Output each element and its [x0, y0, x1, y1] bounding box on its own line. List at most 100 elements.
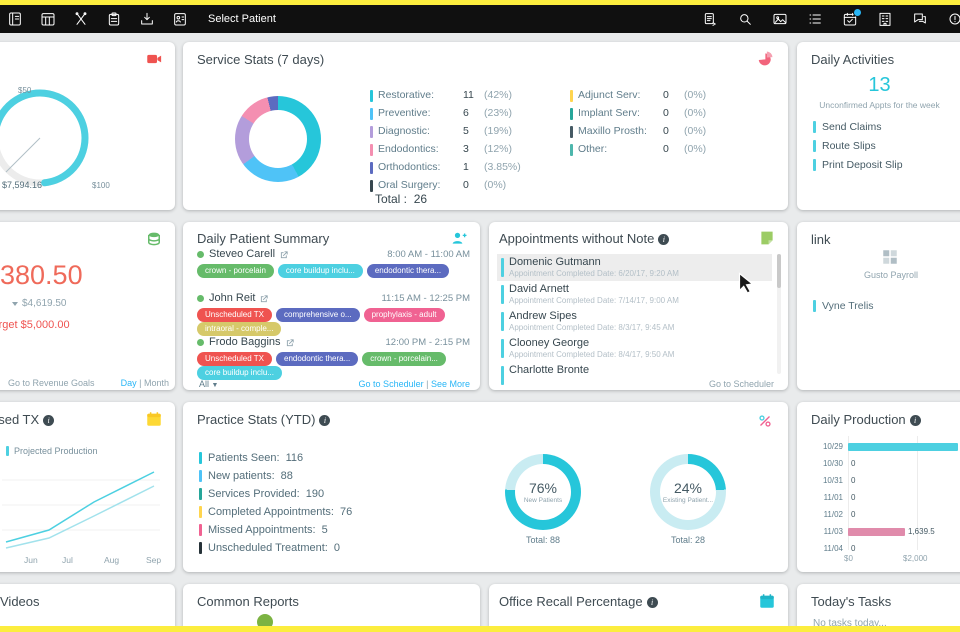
patient-name-link[interactable]: Steveo Carell [209, 248, 276, 260]
stat-color-bar [199, 506, 202, 518]
schedule-grid-icon[interactable] [39, 10, 57, 28]
document-send-icon[interactable] [701, 10, 719, 28]
legend-item: Oral Surgery: 0 (0%) [370, 179, 521, 192]
production-bar-row: 10/31 0 [807, 472, 960, 489]
info-icon[interactable] [658, 234, 670, 245]
calendar-icon [758, 592, 776, 610]
legend-label: Orthodontics: [378, 161, 441, 173]
appointment-row[interactable]: Andrew Sipes Appointment Completed Date:… [497, 308, 772, 335]
patient-filter-dropdown[interactable]: All ▼ [199, 379, 218, 389]
axis-label-max: $2,000 [903, 554, 928, 563]
month-toggle[interactable]: Month [143, 378, 169, 388]
donut-label: Existing Patient... [662, 497, 714, 504]
patient-row[interactable]: Steveo Carell 8:00 AM - 11:00 AM [197, 248, 470, 260]
legend-value: 0 [663, 89, 669, 101]
appointment-row[interactable]: David Arnett Appointment Completed Date:… [497, 281, 772, 308]
patient-row[interactable]: John Reit 11:15 AM - 12:25 PM [197, 292, 470, 304]
gusto-payroll-icon[interactable] [881, 248, 899, 266]
stat-value: 76 [339, 506, 353, 518]
activity-link[interactable]: Print Deposit Slip [813, 159, 903, 171]
activity-label: Send Claims [822, 121, 882, 133]
external-link-icon [286, 338, 294, 346]
revenue-amount: 380.50 [0, 260, 83, 290]
go-to-scheduler-link[interactable]: Go to Scheduler [358, 379, 424, 389]
status-dot-icon [197, 250, 204, 258]
info-icon[interactable] [909, 415, 921, 426]
service-stats-donut [235, 96, 321, 182]
appointment-completed-date: Appointment Completed Date: 6/20/17, 9:2… [509, 269, 679, 278]
patient-name-link[interactable]: Frodo Baggins [209, 336, 281, 348]
legend-item: Endodontics: 3 (12%) [370, 143, 521, 156]
messages-icon[interactable] [911, 10, 929, 28]
list-icon[interactable] [806, 10, 824, 28]
patient-row[interactable]: Frodo Baggins 12:00 PM - 2:15 PM [197, 336, 470, 348]
top-toolbar: Select Patient [0, 5, 960, 33]
procedure-tag: crown - porcelain... [362, 352, 446, 366]
calendar-check-icon[interactable] [841, 8, 862, 28]
appointment-book-icon[interactable] [6, 10, 24, 28]
appointment-row[interactable]: Charlotte Bronte [497, 362, 772, 389]
tools-icon[interactable] [72, 10, 90, 28]
clipboard-icon[interactable] [105, 10, 123, 28]
imaging-icon[interactable] [771, 10, 789, 28]
see-more-link[interactable]: See More [430, 379, 470, 389]
patient-file-icon[interactable] [171, 10, 189, 28]
production-value: 1,639.5 [908, 527, 935, 536]
alerts-icon[interactable] [946, 10, 960, 28]
select-patient-button[interactable]: Select Patient [208, 13, 276, 25]
common-reports-title: Common Reports [197, 594, 299, 609]
activity-link[interactable]: Route Slips [813, 140, 903, 152]
procedure-tag: prophylaxis - adult [363, 308, 445, 322]
stat-label: Completed Appointments: [208, 506, 334, 518]
toggle-divider: | [139, 378, 142, 388]
info-icon[interactable] [43, 415, 55, 426]
production-bar-row: 11/01 0 [807, 489, 960, 506]
legend-percent: (19%) [484, 125, 513, 137]
inbox-download-icon[interactable] [138, 10, 156, 28]
donut-hole: 76% New Patients [515, 464, 571, 520]
stat-row: Missed Appointments: 5 [199, 524, 352, 536]
day-month-toggle: Day | Month [121, 378, 169, 388]
legend-label: Implant Serv: [578, 107, 640, 119]
legend-percent: (0%) [684, 143, 707, 155]
production-date: 11/04 [823, 544, 843, 553]
scrollbar-track[interactable] [777, 254, 781, 374]
person-add-icon [450, 229, 468, 247]
appointment-row[interactable]: Domenic Gutmann Appointment Completed Da… [497, 254, 772, 281]
missed-tx-title-text: Missed TX [0, 412, 40, 427]
dashboard-grid: $50 $7,594.16 $100 Service Stats (7 days… [0, 33, 960, 632]
day-toggle[interactable]: Day [120, 378, 137, 388]
daily-production-card: Daily Production 10/29 10/30 0 10/31 0 11/01 0… [797, 402, 960, 572]
scrollbar-thumb[interactable] [777, 254, 781, 288]
gusto-payroll-label[interactable]: Gusto Payroll [863, 270, 919, 280]
activity-link[interactable]: Send Claims [813, 121, 903, 133]
video-camera-icon[interactable] [145, 50, 163, 68]
gauge-value: $7,594.16 [2, 180, 43, 190]
vyne-trellis-link[interactable]: Vyne Trelis [813, 300, 874, 312]
office-icon[interactable] [876, 10, 894, 28]
go-to-scheduler-link[interactable]: Go to Scheduler [708, 379, 774, 389]
common-reports-card: Common Reports [183, 584, 480, 632]
go-to-revenue-goals-link[interactable]: Go to Revenue Goals [8, 378, 95, 388]
legend-color-bar [370, 89, 373, 102]
production-value: 0 [851, 459, 856, 468]
legend-color-bar [370, 125, 373, 138]
procedure-tag: endodontic thera... [276, 352, 359, 366]
appointment-row[interactable]: Clooney George Appointment Completed Dat… [497, 335, 772, 362]
info-icon[interactable] [646, 597, 658, 608]
legend-color-bar [370, 161, 373, 174]
patient-summary-title: Daily Patient Summary [197, 231, 330, 246]
toolbar-right-group [701, 8, 960, 28]
axis-gridline [848, 436, 849, 550]
search-icon[interactable] [736, 10, 754, 28]
appointments-without-note-card: Appointments without Note Domenic Gutman… [489, 222, 788, 390]
info-icon[interactable] [319, 415, 331, 426]
filter-value: All [199, 379, 210, 389]
activity-links: Send Claims Route Slips Print Deposit Sl… [813, 121, 903, 171]
production-date: 10/31 [822, 476, 843, 485]
patient-name-link[interactable]: John Reit [209, 292, 256, 304]
no-tasks-message: No tasks today... [813, 618, 887, 629]
appointment-time: 12:00 PM - 2:15 PM [385, 336, 470, 348]
appointment-patient-name: Clooney George [509, 337, 590, 349]
revenue-target: Target $5,000.00 [0, 319, 70, 331]
